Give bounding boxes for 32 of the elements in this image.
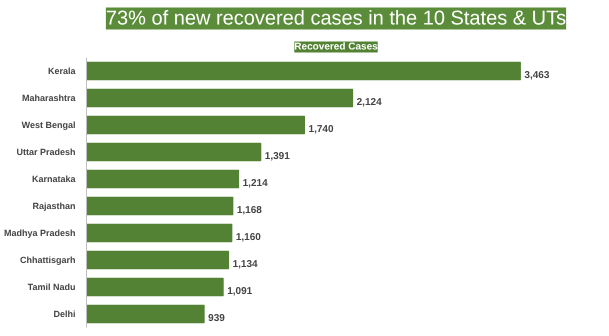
bar bbox=[86, 304, 205, 324]
bar bbox=[86, 250, 230, 270]
y-tick-label: Uttar Pradesh bbox=[16, 147, 76, 157]
bar bbox=[86, 170, 240, 188]
data-label: 1,740 bbox=[308, 124, 334, 135]
data-label: 1,391 bbox=[264, 151, 290, 162]
y-tick-label: Madhya Pradesh bbox=[4, 228, 76, 238]
bar bbox=[86, 142, 262, 162]
data-label: 1,160 bbox=[236, 232, 262, 243]
data-label: 1,168 bbox=[236, 205, 262, 216]
data-label: 3,463 bbox=[524, 70, 550, 81]
bar bbox=[86, 278, 224, 296]
y-tick-label: Karnataka bbox=[32, 174, 76, 184]
y-tick-label: Delhi bbox=[53, 309, 76, 319]
y-tick-label: Tamil Nadu bbox=[28, 282, 76, 292]
bar bbox=[86, 62, 521, 80]
data-label: 1,134 bbox=[232, 259, 258, 270]
data-label: 1,091 bbox=[227, 286, 253, 297]
chart-title: 73% of new recovered cases in the 10 States & UTs bbox=[106, 8, 566, 30]
data-label: 1,214 bbox=[242, 178, 268, 189]
bar bbox=[86, 116, 306, 134]
y-tick-label: Rajasthan bbox=[32, 201, 76, 211]
chart-subtitle: Recovered Cases bbox=[294, 42, 378, 52]
y-tick-label: Kerala bbox=[48, 66, 76, 76]
bar bbox=[86, 88, 354, 108]
data-label: 939 bbox=[208, 313, 226, 324]
bar bbox=[86, 196, 234, 216]
data-label: 2,124 bbox=[356, 97, 382, 108]
y-tick-label: Chhattisgarh bbox=[20, 255, 76, 265]
y-tick-label: Maharashtra bbox=[22, 93, 76, 103]
y-tick-label: West Bengal bbox=[22, 120, 76, 130]
bar bbox=[86, 224, 232, 242]
